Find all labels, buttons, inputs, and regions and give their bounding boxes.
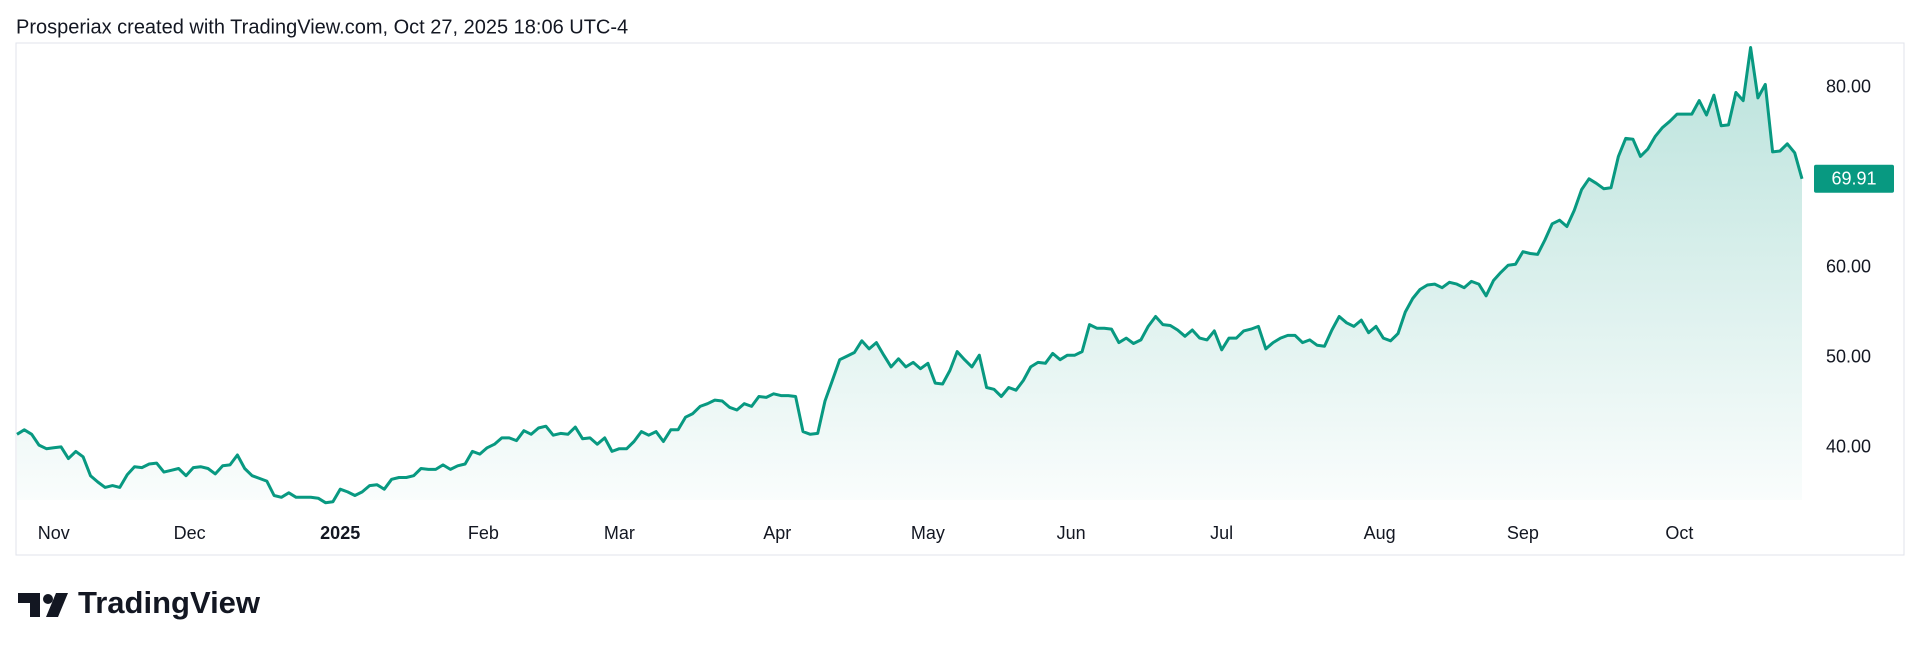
y-tick-label: 50.00 — [1826, 347, 1871, 367]
x-tick-label: Nov — [38, 523, 70, 543]
last-price-tag — [1814, 164, 1894, 193]
x-tick-label: Aug — [1364, 523, 1396, 543]
chart-frame — [15, 42, 1905, 556]
y-tick-label: 60.00 — [1826, 257, 1871, 277]
brand-logo: TradingView — [18, 585, 261, 620]
x-tick-label: Mar — [604, 523, 635, 543]
x-tick-label: Feb — [468, 523, 499, 543]
x-tick-label: Dec — [174, 523, 206, 543]
area-fill — [17, 47, 1802, 503]
price-line — [16, 46, 1804, 505]
x-tick-label: 2025 — [320, 523, 360, 543]
x-tick-label: Apr — [763, 523, 791, 543]
y-tick-label: 40.00 — [1826, 437, 1871, 457]
brand-text: TradingView — [78, 585, 261, 620]
x-tick-label: May — [911, 523, 945, 543]
y-tick-label: 80.00 — [1826, 77, 1871, 97]
header: Prosperiax created with TradingView.com,… — [16, 16, 628, 38]
last-price-label: 69.91 — [1831, 169, 1876, 189]
x-tick-label: Oct — [1665, 523, 1693, 543]
x-tick-label: Jun — [1057, 523, 1086, 543]
x-tick-label: Sep — [1507, 523, 1539, 543]
x-tick-label: Jul — [1210, 523, 1233, 543]
